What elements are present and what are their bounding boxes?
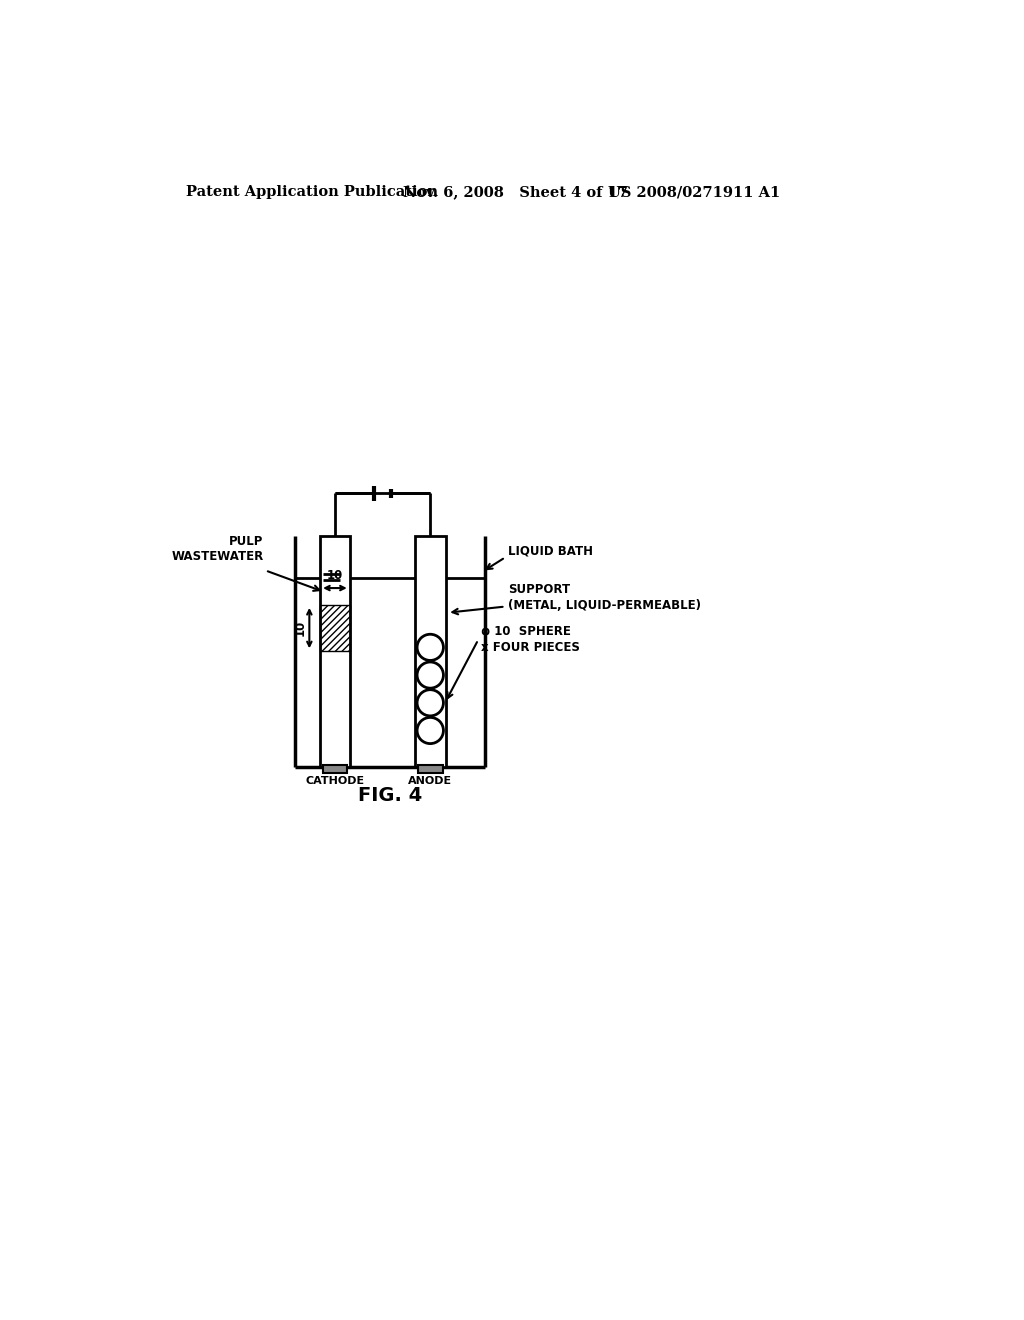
Bar <box>418 766 442 774</box>
Bar <box>321 605 349 651</box>
Text: Nov. 6, 2008   Sheet 4 of 17: Nov. 6, 2008 Sheet 4 of 17 <box>403 185 628 199</box>
Bar <box>415 536 445 767</box>
Text: 10: 10 <box>327 569 343 582</box>
Text: φ 10  SPHERE
x FOUR PIECES: φ 10 SPHERE x FOUR PIECES <box>480 626 580 655</box>
Bar <box>321 536 349 767</box>
Text: US 2008/0271911 A1: US 2008/0271911 A1 <box>608 185 780 199</box>
Text: CATHODE: CATHODE <box>305 776 365 785</box>
Text: 10: 10 <box>294 620 307 636</box>
Text: ANODE: ANODE <box>409 776 453 785</box>
Text: SUPPORT
(METAL, LIQUID-PERMEABLE): SUPPORT (METAL, LIQUID-PERMEABLE) <box>508 583 700 611</box>
Text: Patent Application Publication: Patent Application Publication <box>186 185 438 199</box>
Text: LIQUID BATH: LIQUID BATH <box>508 545 593 557</box>
Text: PULP
WASTEWATER: PULP WASTEWATER <box>171 535 263 562</box>
Bar <box>324 766 346 774</box>
Text: FIG. 4: FIG. 4 <box>357 785 422 805</box>
